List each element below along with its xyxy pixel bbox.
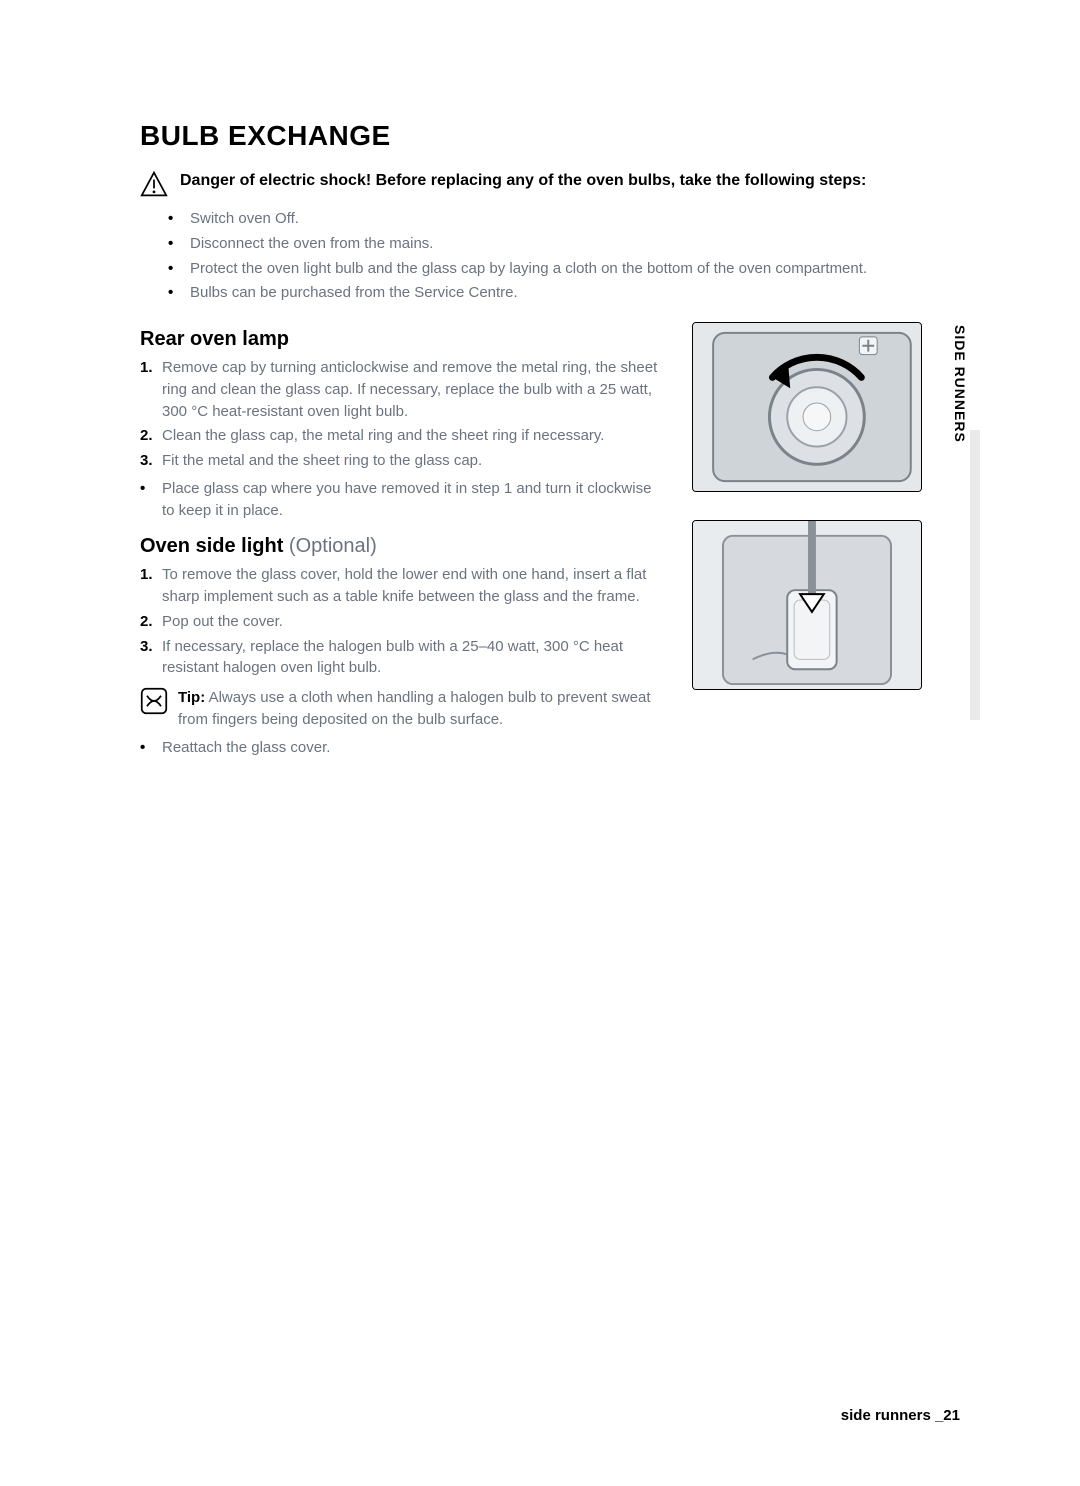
list-item: Protect the oven light bulb and the glas… [168, 258, 960, 280]
safety-bullets: Switch oven Off. Disconnect the oven fro… [168, 208, 960, 304]
tip-body: Always use a cloth when handling a halog… [178, 689, 651, 728]
right-column [692, 322, 942, 690]
side-light-steps: To remove the glass cover, hold the lowe… [140, 564, 660, 679]
list-item: Pop out the cover. [140, 611, 660, 633]
rear-lamp-steps: Remove cap by turning anticlockwise and … [140, 357, 660, 472]
list-item: To remove the glass cover, hold the lowe… [140, 564, 660, 608]
list-item: Clean the glass cap, the metal ring and … [140, 425, 660, 447]
rear-lamp-heading: Rear oven lamp [140, 328, 660, 351]
content-columns: Rear oven lamp Remove cap by turning ant… [140, 318, 960, 772]
list-item: Disconnect the oven from the mains. [168, 233, 960, 255]
tip-label: Tip: [178, 689, 205, 706]
rear-lamp-tail: Place glass cap where you have removed i… [140, 478, 660, 522]
side-light-heading-optional: (Optional) [289, 535, 377, 557]
warning-block: Danger of electric shock! Before replaci… [140, 170, 960, 198]
list-item: If necessary, replace the halogen bulb w… [140, 636, 660, 680]
figure-side-light [692, 520, 922, 690]
list-item: Switch oven Off. [168, 208, 960, 230]
warning-icon [140, 170, 168, 198]
list-item: Bulbs can be purchased from the Service … [168, 282, 960, 304]
warning-text: Danger of electric shock! Before replaci… [180, 170, 866, 192]
list-item: Fit the metal and the sheet ring to the … [140, 450, 660, 472]
side-light-tail: Reattach the glass cover. [140, 737, 660, 759]
figure-rear-lamp [692, 322, 922, 492]
page-footer: side runners _21 [841, 1407, 960, 1424]
left-column: Rear oven lamp Remove cap by turning ant… [140, 318, 660, 772]
side-light-heading-text: Oven side light [140, 535, 283, 557]
list-item: Remove cap by turning anticlockwise and … [140, 357, 660, 422]
side-tab-label: SIDE RUNNERS [952, 325, 968, 443]
manual-page: BULB EXCHANGE Danger of electric shock! … [0, 0, 1080, 1486]
list-item: Place glass cap where you have removed i… [140, 478, 660, 522]
side-tab-shade [970, 430, 980, 720]
side-light-heading: Oven side light (Optional) [140, 535, 660, 558]
list-item: Reattach the glass cover. [140, 737, 660, 759]
tip-block: Tip: Always use a cloth when handling a … [140, 687, 660, 731]
page-title: BULB EXCHANGE [140, 120, 960, 152]
note-icon [140, 687, 168, 715]
tip-text: Tip: Always use a cloth when handling a … [178, 687, 660, 731]
